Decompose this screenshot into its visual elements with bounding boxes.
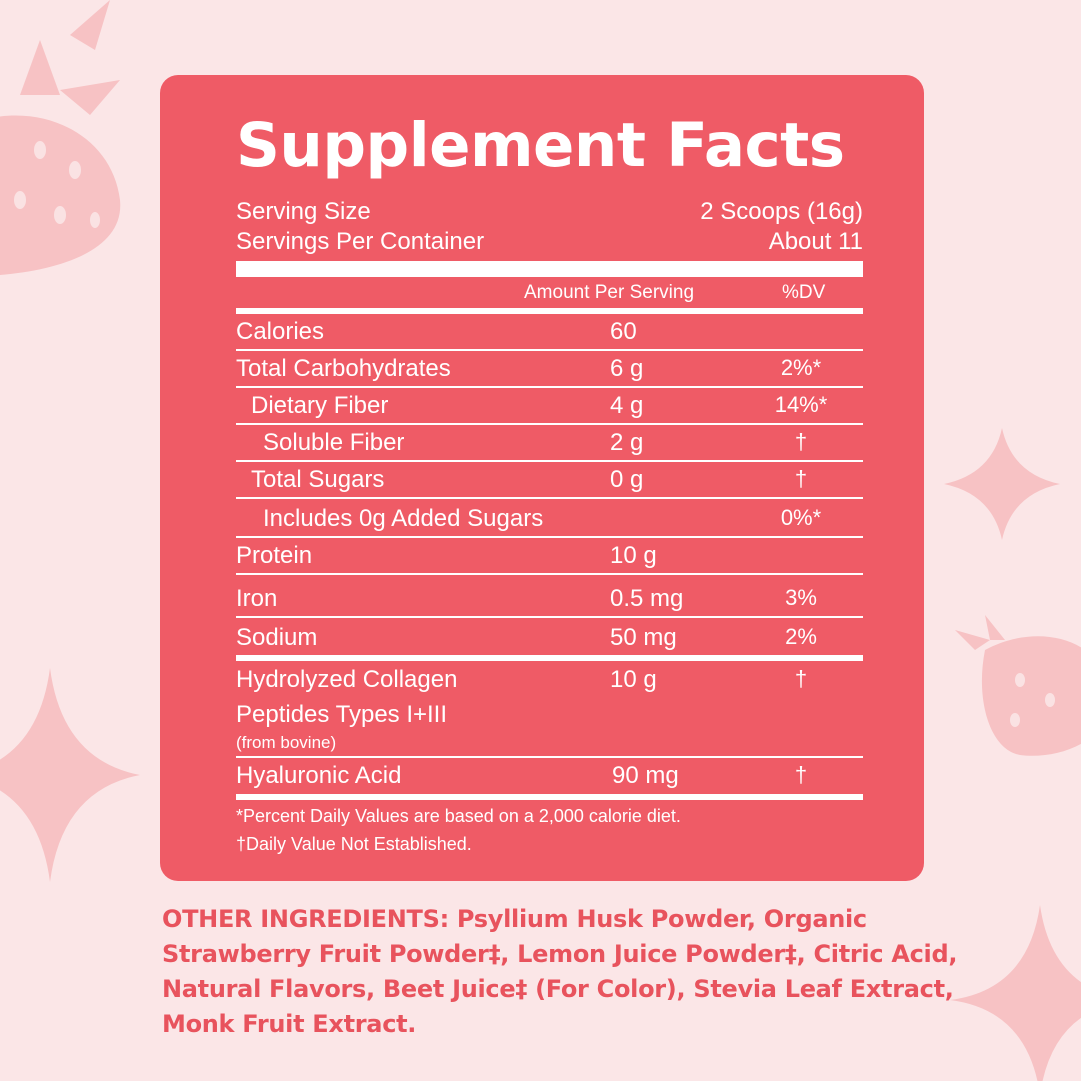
nutrient-label: Hyaluronic Acid xyxy=(236,762,402,789)
nutrient-dv: † xyxy=(794,429,808,454)
amount-per-serving-header: Amount Per Serving xyxy=(524,282,695,303)
collagen-label-line2: Peptides Types I+III xyxy=(236,701,448,728)
ingredients-line: OTHER INGREDIENTS: Psyllium Husk Powder,… xyxy=(162,905,867,933)
ingredients-line: Strawberry Fruit Powder‡, Lemon Juice Po… xyxy=(162,940,958,968)
collagen-source-note: (from bovine) xyxy=(236,733,337,752)
nutrient-row: Calories 60 xyxy=(236,314,863,351)
row-divider xyxy=(236,536,863,538)
nutrient-dv: † xyxy=(794,762,808,787)
collagen-amount: 10 g xyxy=(610,666,657,693)
sparkle-icon xyxy=(950,905,1081,1081)
supplement-facts-panel: Supplement Facts Serving Size 2 Scoops (… xyxy=(160,75,924,881)
nutrient-amount: 10 g xyxy=(610,542,657,569)
row-divider xyxy=(236,349,863,351)
serving-size-value: 2 Scoops (16g) xyxy=(700,198,863,225)
serving-size-label: Serving Size xyxy=(236,198,371,225)
ingredients-line: Monk Fruit Extract. xyxy=(162,1010,417,1038)
nutrient-amount: 90 mg xyxy=(612,762,679,789)
nutrient-label: Iron xyxy=(236,585,278,612)
row-divider xyxy=(236,386,863,388)
nutrient-label: Calories xyxy=(236,318,325,345)
nutrient-amount: 0.5 mg xyxy=(610,585,684,612)
nutrient-row: Iron 0.5 mg 3% xyxy=(236,581,863,618)
strawberry-icon xyxy=(0,0,121,275)
sparkle-icon xyxy=(944,428,1060,540)
nutrient-label: Total Sugars xyxy=(251,466,385,493)
nutrient-label: Protein xyxy=(236,542,313,569)
nutrient-row: Protein 10 g xyxy=(236,538,863,575)
nutrient-row: Soluble Fiber 2 g † xyxy=(236,425,863,462)
hyaluronic-row: Hyaluronic Acid 90 mg † xyxy=(236,758,863,795)
footnote-dv: *Percent Daily Values are based on a 2,0… xyxy=(236,806,681,826)
row-divider xyxy=(236,756,863,758)
collagen-row: Hydrolyzed Collagen Peptides Types I+III… xyxy=(236,664,863,754)
row-divider xyxy=(236,573,863,575)
nutrient-amount: 6 g xyxy=(610,355,644,382)
footnote-not-established: †Daily Value Not Established. xyxy=(236,834,472,854)
nutrient-amount: 0 g xyxy=(610,466,644,493)
nutrient-amount: 60 xyxy=(610,318,637,345)
nutrient-amount: 50 mg xyxy=(610,624,677,651)
dv-header: %DV xyxy=(782,282,826,303)
collagen-label-line1: Hydrolyzed Collagen xyxy=(236,666,458,693)
row-divider xyxy=(236,423,863,425)
nutrient-row: Includes 0g Added Sugars 0%* xyxy=(236,501,863,538)
row-divider xyxy=(236,460,863,462)
servings-per-container-row: Servings Per Container About 11 xyxy=(236,230,863,254)
collagen-dv: † xyxy=(794,666,808,691)
medium-divider xyxy=(236,655,863,661)
serving-size-row: Serving Size 2 Scoops (16g) xyxy=(236,200,863,224)
nutrient-amount: 4 g xyxy=(610,392,644,419)
nutrient-row: Sodium 50 mg 2% xyxy=(236,620,863,657)
nutrient-dv: † xyxy=(794,466,808,491)
nutrient-dv: 2%* xyxy=(780,355,822,380)
row-divider xyxy=(236,616,863,618)
medium-divider xyxy=(236,794,863,800)
ingredients-line: Natural Flavors, Beet Juice‡ (For Color)… xyxy=(162,975,954,1003)
nutrient-label: Sodium xyxy=(236,624,318,651)
nutrient-dv: 3% xyxy=(785,585,817,610)
sparkle-icon xyxy=(0,668,140,882)
nutrient-row: Total Sugars 0 g † xyxy=(236,462,863,499)
servings-label: Servings Per Container xyxy=(236,228,485,255)
nutrient-dv: 0%* xyxy=(780,505,822,530)
row-divider xyxy=(236,497,863,499)
nutrient-amount: 2 g xyxy=(610,429,644,456)
nutrient-dv: 2% xyxy=(785,624,817,649)
servings-value: About 11 xyxy=(768,228,863,255)
nutrient-label: Includes 0g Added Sugars xyxy=(263,505,544,532)
medium-divider xyxy=(236,308,863,314)
strawberry-icon xyxy=(955,615,1081,756)
nutrient-label: Soluble Fiber xyxy=(263,429,405,456)
nutrient-label: Total Carbohydrates xyxy=(236,355,451,382)
nutrient-label: Dietary Fiber xyxy=(251,392,389,419)
nutrient-row: Total Carbohydrates 6 g 2%* xyxy=(236,351,863,388)
panel-title: Supplement Facts xyxy=(236,110,845,181)
nutrient-row: Dietary Fiber 4 g 14%* xyxy=(236,388,863,425)
thick-divider xyxy=(236,261,863,277)
other-ingredients: OTHER INGREDIENTS: Psyllium Husk Powder,… xyxy=(162,902,982,1042)
nutrient-dv: 14%* xyxy=(774,392,828,417)
